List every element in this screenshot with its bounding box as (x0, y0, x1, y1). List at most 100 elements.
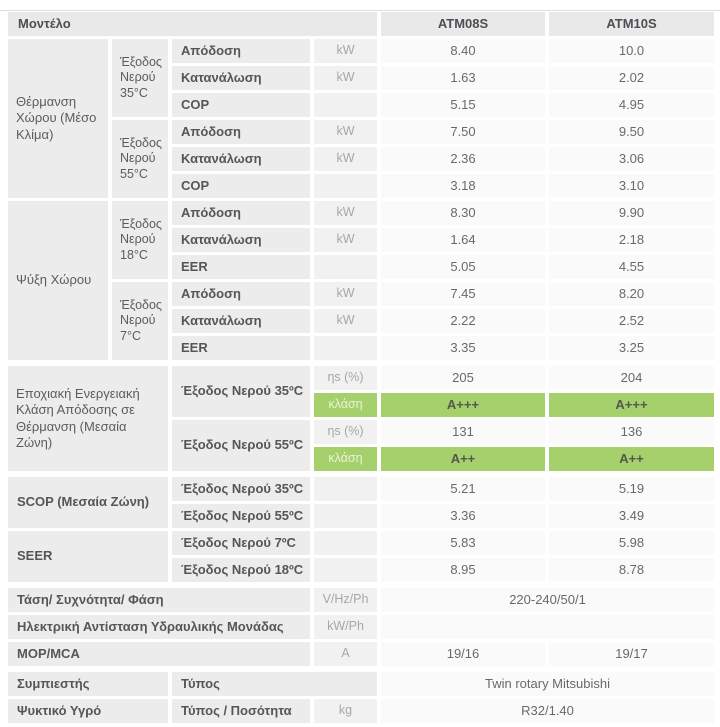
value-cell: Twin rotary Mitsubishi (381, 672, 714, 696)
value-cell: 10.0 (549, 39, 714, 63)
table-top-divider (0, 10, 720, 11)
value-cell: 19/16 (381, 642, 545, 666)
row-label: Συμπιεστής (8, 672, 168, 696)
unit-label: V/Hz/Ph (314, 588, 377, 612)
model-name: ATM10S (549, 12, 714, 36)
unit-label (314, 93, 377, 117)
param-label: Έξοδος Νερού 35ºC (172, 366, 310, 417)
value-cell: 220-240/50/1 (381, 588, 714, 612)
param-label: COP (172, 93, 310, 117)
water-outlet-label: Έξοδος Νερού 7°C (112, 282, 168, 360)
value-cell: 3.36 (381, 504, 545, 528)
value-cell: 2.36 (381, 147, 545, 171)
param-label: Τύπος (172, 672, 377, 696)
param-label: Τύπος / Ποσότητα (172, 699, 310, 723)
value-cell: 3.25 (549, 336, 714, 360)
unit-label: kg (314, 699, 377, 723)
value-cell: 3.18 (381, 174, 545, 198)
unit-label: kW (314, 309, 377, 333)
unit-label (314, 174, 377, 198)
unit-label (314, 255, 377, 279)
param-label: Κατανάλωση (172, 66, 310, 90)
unit-label: kW (314, 201, 377, 225)
unit-label: kW (314, 66, 377, 90)
energy-class-value: A++ (381, 447, 545, 471)
value-cell: 131 (381, 420, 545, 444)
value-cell: 205 (381, 366, 545, 390)
param-label: EER (172, 255, 310, 279)
value-cell: 5.21 (381, 477, 545, 501)
unit-label (314, 504, 377, 528)
class-unit-label: κλάση (314, 447, 377, 471)
param-label: Έξοδος Νερού 35ºC (172, 477, 310, 501)
param-label: Απόδοση (172, 39, 310, 63)
unit-label: ηs (%) (314, 420, 377, 444)
unit-label: kW (314, 120, 377, 144)
water-outlet-label: Έξοδος Νερού 18°C (112, 201, 168, 279)
value-cell: 2.22 (381, 309, 545, 333)
unit-label (314, 477, 377, 501)
param-label: Κατανάλωση (172, 228, 310, 252)
value-cell: 7.45 (381, 282, 545, 306)
water-outlet-label: Έξοδος Νερού 55°C (112, 120, 168, 198)
row-label: Ψυκτικό Υγρό (8, 699, 168, 723)
value-cell: 2.18 (549, 228, 714, 252)
value-cell: 9.90 (549, 201, 714, 225)
value-cell: 5.98 (549, 531, 714, 555)
value-cell: 3.06 (549, 147, 714, 171)
param-label: EER (172, 336, 310, 360)
unit-label: kW (314, 39, 377, 63)
class-unit-label: κλάση (314, 393, 377, 417)
section-label: Θέρμανση Χώρου (Μέσο Κλίμα) (8, 39, 108, 198)
unit-label: kW (314, 228, 377, 252)
value-cell: 5.19 (549, 477, 714, 501)
value-cell: 5.15 (381, 93, 545, 117)
param-label: Έξοδος Νερού 55ºC (172, 420, 310, 471)
value-cell: 204 (549, 366, 714, 390)
value-cell: 5.05 (381, 255, 545, 279)
unit-label: ηs (%) (314, 366, 377, 390)
value-cell: 19/17 (549, 642, 714, 666)
value-cell: 8.78 (549, 558, 714, 582)
value-cell: 3.10 (549, 174, 714, 198)
value-cell (381, 615, 714, 639)
value-cell: 4.95 (549, 93, 714, 117)
section-label: Ψύξη Χώρου (8, 201, 108, 360)
value-cell: 9.50 (549, 120, 714, 144)
value-cell: 1.64 (381, 228, 545, 252)
value-cell: 2.02 (549, 66, 714, 90)
section-label: Εποχιακή Ενεργειακή Κλάση Απόδοσης σε Θέ… (8, 366, 168, 471)
value-cell: R32/1.40 (381, 699, 714, 723)
value-cell: 4.55 (549, 255, 714, 279)
value-cell: 5.83 (381, 531, 545, 555)
energy-class-value: A++ (549, 447, 714, 471)
spec-table: Μοντέλο ATM08S ATM10S Θέρμανση Χώρου (Μέσο … (8, 12, 714, 723)
value-cell: 8.40 (381, 39, 545, 63)
value-cell: 2.52 (549, 309, 714, 333)
unit-label (314, 336, 377, 360)
unit-label (314, 558, 377, 582)
value-cell: 7.50 (381, 120, 545, 144)
value-cell: 3.49 (549, 504, 714, 528)
param-label: Κατανάλωση (172, 309, 310, 333)
row-label: SCOP (Μεσαία Ζώνη) (8, 477, 168, 528)
unit-label: A (314, 642, 377, 666)
param-label: Κατανάλωση (172, 147, 310, 171)
row-label: SEER (8, 531, 168, 582)
param-label: Απόδοση (172, 120, 310, 144)
value-cell: 8.30 (381, 201, 545, 225)
model-name: ATM08S (381, 12, 545, 36)
param-label: Απόδοση (172, 201, 310, 225)
value-cell: 8.20 (549, 282, 714, 306)
model-row-label: Μοντέλο (8, 12, 377, 36)
value-cell: 136 (549, 420, 714, 444)
value-cell: 8.95 (381, 558, 545, 582)
unit-label: kW/Ph (314, 615, 377, 639)
energy-class-value: A+++ (549, 393, 714, 417)
value-cell: 3.35 (381, 336, 545, 360)
unit-label: kW (314, 282, 377, 306)
row-label: Τάση/ Συχνότητα/ Φάση (8, 588, 310, 612)
row-label: MOP/MCA (8, 642, 310, 666)
unit-label: kW (314, 147, 377, 171)
